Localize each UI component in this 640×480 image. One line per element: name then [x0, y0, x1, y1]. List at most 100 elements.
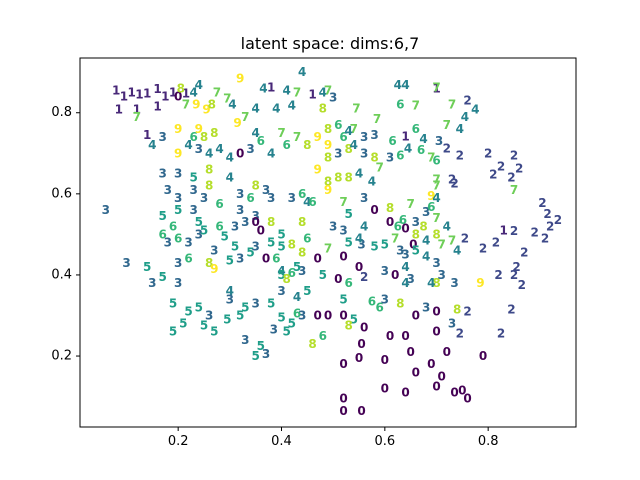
data-point: 6 — [174, 231, 182, 245]
data-point: 7 — [277, 126, 285, 140]
data-point: 8 — [177, 81, 185, 95]
data-point: 7 — [412, 98, 420, 112]
data-point: 6 — [189, 130, 197, 144]
data-point: 5 — [169, 325, 177, 339]
data-point: 3 — [277, 284, 285, 298]
data-point: 2 — [463, 304, 471, 318]
data-point: 7 — [324, 83, 332, 97]
data-point: 4 — [205, 146, 213, 160]
data-point: 0 — [432, 304, 440, 318]
data-point: 3 — [200, 191, 208, 205]
data-point: 2 — [497, 159, 505, 173]
data-point: 5 — [223, 313, 231, 327]
data-point: 0 — [432, 379, 440, 393]
data-point: 7 — [448, 98, 456, 112]
data-point: 4 — [293, 290, 301, 304]
data-point: 0 — [357, 337, 365, 351]
data-point: 4 — [355, 167, 363, 181]
data-point: 8 — [288, 238, 296, 252]
data-point: 6 — [308, 195, 316, 209]
data-point: 3 — [267, 191, 275, 205]
chart-title: latent space: dims:6,7 — [241, 34, 420, 53]
data-point: 2 — [546, 219, 554, 233]
data-point: 3 — [158, 167, 166, 181]
data-point: 8 — [200, 130, 208, 144]
data-point: 0 — [381, 353, 389, 367]
data-point: 7 — [352, 102, 360, 116]
data-point: 6 — [298, 187, 306, 201]
data-point: 6 — [158, 227, 166, 241]
data-point: 6 — [417, 143, 425, 157]
data-point: 0 — [313, 308, 321, 322]
data-point: 9 — [313, 130, 321, 144]
data-point: 3 — [357, 238, 365, 252]
data-point: 3 — [164, 236, 172, 250]
y-tick-label: 0.4 — [51, 267, 72, 282]
data-point: 0 — [409, 238, 417, 252]
data-point: 3 — [174, 167, 182, 181]
data-point: 3 — [386, 150, 394, 164]
data-point: 3 — [360, 191, 368, 205]
data-point: 3 — [432, 256, 440, 270]
data-point: 2 — [510, 268, 518, 282]
data-point: 4 — [251, 102, 259, 116]
data-point: 4 — [259, 81, 267, 95]
data-point: 3 — [381, 292, 389, 306]
data-point: 4 — [453, 244, 461, 258]
data-point: 6 — [319, 329, 327, 343]
data-point: 8 — [298, 215, 306, 229]
data-point: 8 — [319, 102, 327, 116]
data-point: 3 — [298, 264, 306, 278]
data-point: 0 — [479, 349, 487, 363]
x-tick-label: 0.2 — [168, 434, 189, 449]
data-point: 4 — [401, 260, 409, 274]
data-point: 0 — [339, 250, 347, 264]
data-point: 8 — [205, 163, 213, 177]
data-point: 7 — [432, 179, 440, 193]
data-point: 6 — [396, 98, 404, 112]
data-point: 5 — [267, 236, 275, 250]
data-point: 3 — [122, 256, 130, 270]
data-point: 8 — [344, 171, 352, 185]
data-point: 0 — [401, 221, 409, 235]
data-point: 2 — [456, 148, 464, 162]
data-point: 0 — [355, 260, 363, 274]
data-point: 9 — [210, 262, 218, 276]
data-point: 7 — [427, 150, 435, 164]
data-point: 3 — [448, 317, 456, 331]
data-point: 3 — [412, 215, 420, 229]
data-point: 2 — [510, 148, 518, 162]
data-point: 3 — [288, 191, 296, 205]
data-point: 4 — [368, 175, 376, 189]
data-point: 0 — [412, 365, 420, 379]
data-point: 5 — [200, 223, 208, 237]
data-point: 8 — [419, 219, 427, 233]
data-point: 2 — [520, 246, 528, 260]
data-point: 5 — [179, 317, 187, 331]
data-point: 0 — [391, 268, 399, 282]
data-point: 4 — [251, 126, 259, 140]
data-point: 8 — [324, 175, 332, 189]
data-point: 1 — [143, 128, 151, 142]
data-point: 6 — [339, 130, 347, 144]
x-tick-label: 0.8 — [478, 434, 499, 449]
data-point: 7 — [432, 81, 440, 95]
data-point: 3 — [158, 130, 166, 144]
x-tick-label: 0.6 — [374, 434, 395, 449]
data-point: 8 — [298, 246, 306, 260]
data-point: 8 — [324, 150, 332, 164]
data-point: 2 — [489, 167, 497, 181]
data-point: 4 — [394, 78, 402, 92]
data-point: 2 — [450, 177, 458, 191]
data-point: 8 — [210, 126, 218, 140]
data-point: 1 — [182, 86, 190, 100]
data-point: 3 — [262, 183, 270, 197]
data-point: 4 — [148, 138, 156, 152]
data-point: 3 — [189, 183, 197, 197]
data-point: 8 — [267, 215, 275, 229]
data-point: 3 — [381, 264, 389, 278]
data-point: 3 — [251, 240, 259, 254]
